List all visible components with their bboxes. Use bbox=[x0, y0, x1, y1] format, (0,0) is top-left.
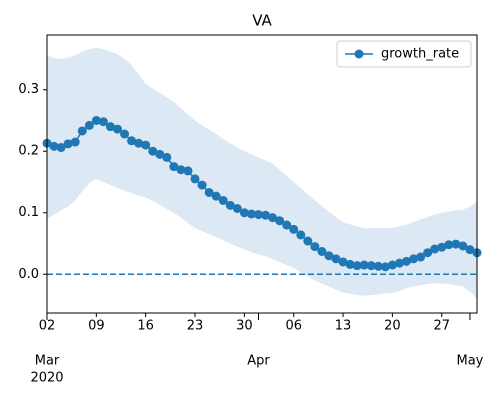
data-point bbox=[394, 258, 404, 268]
data-point bbox=[218, 195, 228, 205]
data-point bbox=[324, 251, 334, 261]
x-tick-label: 27 bbox=[433, 319, 450, 334]
x-tick-label: 16 bbox=[137, 319, 154, 334]
data-point bbox=[387, 260, 397, 270]
legend-box bbox=[336, 40, 472, 68]
data-point bbox=[451, 239, 461, 249]
data-point bbox=[134, 138, 144, 148]
data-point bbox=[56, 143, 66, 153]
data-point bbox=[366, 261, 376, 271]
data-point bbox=[282, 220, 292, 230]
y-tick-label: 0.0 bbox=[18, 267, 39, 282]
confidence-band bbox=[47, 47, 477, 299]
data-point bbox=[225, 200, 235, 210]
x-tick-label: 09 bbox=[88, 319, 105, 334]
data-point bbox=[120, 129, 130, 139]
x-month-label: Apr bbox=[247, 354, 270, 369]
data-point bbox=[253, 210, 263, 220]
data-point bbox=[423, 248, 433, 258]
data-point bbox=[437, 242, 447, 252]
x-tick-label: 23 bbox=[187, 319, 204, 334]
data-point bbox=[409, 254, 419, 264]
x-month-label: May bbox=[457, 354, 484, 369]
data-point bbox=[317, 246, 327, 256]
data-point bbox=[261, 210, 271, 220]
data-point bbox=[141, 140, 151, 150]
data-point bbox=[359, 260, 369, 270]
data-point bbox=[190, 174, 200, 184]
data-point bbox=[204, 187, 214, 197]
x-tick-label: 20 bbox=[384, 319, 401, 334]
data-point bbox=[63, 139, 73, 149]
data-point bbox=[70, 137, 80, 147]
data-point bbox=[98, 117, 108, 127]
x-year-label: 2020 bbox=[30, 371, 63, 386]
data-point bbox=[232, 203, 242, 213]
x-month-label: Mar bbox=[35, 354, 60, 369]
data-point bbox=[289, 224, 299, 234]
data-point bbox=[246, 209, 256, 219]
data-point bbox=[155, 149, 165, 159]
data-point bbox=[49, 141, 59, 151]
x-tick-label: 02 bbox=[39, 319, 56, 334]
x-tick-label: 30 bbox=[236, 319, 253, 334]
data-point bbox=[148, 146, 158, 156]
data-point bbox=[402, 256, 412, 266]
y-tick-label: 0.3 bbox=[18, 82, 39, 97]
data-point bbox=[444, 240, 454, 250]
data-point bbox=[211, 191, 221, 201]
data-point bbox=[176, 165, 186, 175]
data-point bbox=[127, 136, 137, 146]
chart-title: VA bbox=[252, 12, 272, 30]
data-point bbox=[338, 257, 348, 267]
data-point bbox=[275, 216, 285, 226]
data-point bbox=[331, 254, 341, 264]
data-point bbox=[465, 245, 475, 255]
y-tick-label: 0.2 bbox=[18, 144, 39, 159]
data-point bbox=[91, 115, 101, 125]
data-point bbox=[458, 241, 468, 251]
data-point bbox=[296, 230, 306, 240]
data-point bbox=[380, 262, 390, 272]
x-tick-label: 13 bbox=[335, 319, 352, 334]
y-tick-label: 0.1 bbox=[18, 205, 39, 220]
data-point bbox=[310, 242, 320, 252]
data-point bbox=[303, 236, 313, 246]
data-point bbox=[84, 120, 94, 130]
data-point bbox=[416, 252, 426, 262]
data-point bbox=[239, 208, 249, 218]
data-point bbox=[169, 162, 179, 172]
data-point bbox=[373, 261, 383, 271]
x-tick-label: 06 bbox=[285, 319, 302, 334]
data-point bbox=[430, 244, 440, 254]
data-point bbox=[197, 180, 207, 190]
legend: growth_rate bbox=[336, 40, 472, 68]
data-point bbox=[162, 152, 172, 162]
legend-marker bbox=[354, 49, 364, 59]
data-point bbox=[183, 166, 193, 176]
data-point bbox=[268, 213, 278, 223]
data-point bbox=[345, 259, 355, 269]
plot-frame bbox=[46, 34, 478, 314]
data-point bbox=[112, 124, 122, 134]
data-point bbox=[105, 122, 115, 132]
data-point bbox=[352, 261, 362, 271]
data-point bbox=[77, 126, 87, 136]
legend-label: growth_rate bbox=[381, 47, 459, 62]
